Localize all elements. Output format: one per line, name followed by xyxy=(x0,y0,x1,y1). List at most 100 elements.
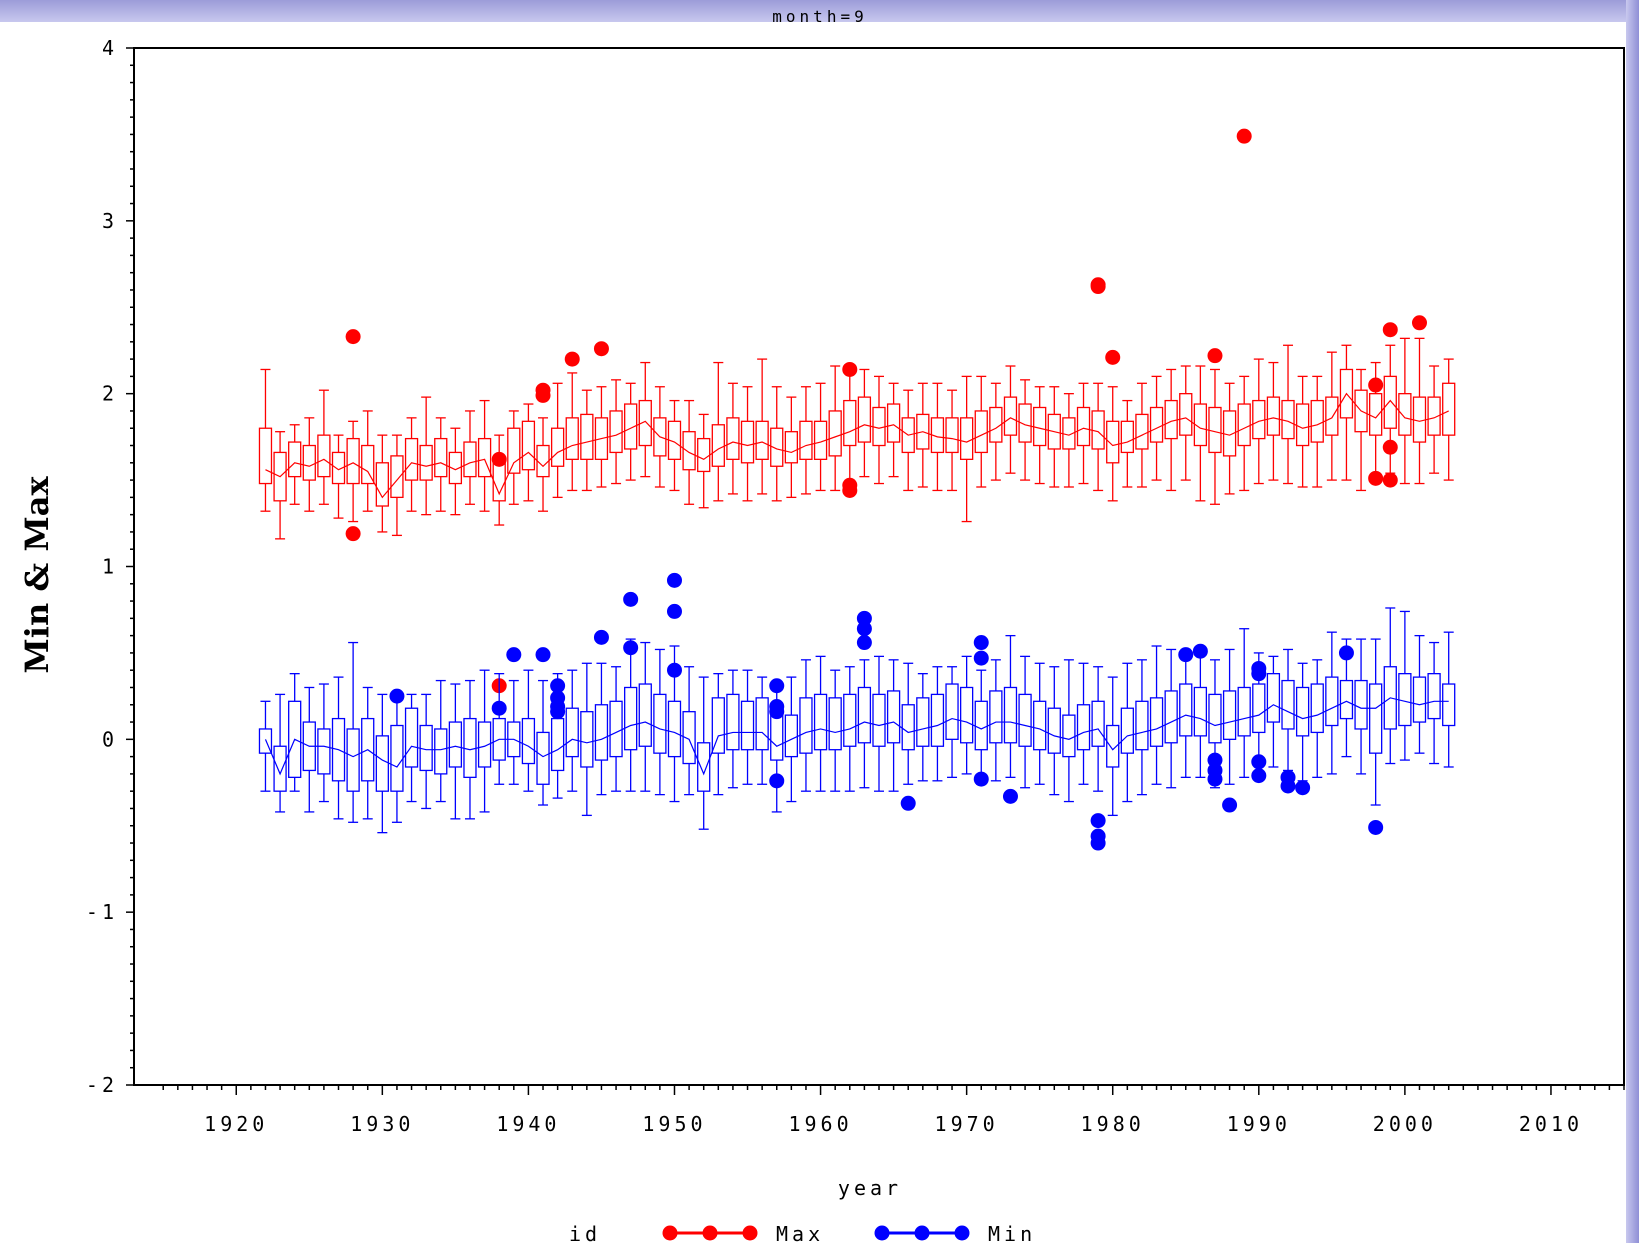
outlier-point xyxy=(1368,377,1384,393)
box xyxy=(1091,410,1105,450)
outlier-point xyxy=(345,526,361,542)
box xyxy=(1442,683,1456,727)
outlier-point xyxy=(491,451,507,467)
box xyxy=(565,417,579,460)
box xyxy=(1062,714,1076,758)
box xyxy=(1354,679,1368,730)
box xyxy=(667,700,682,758)
box xyxy=(594,704,609,761)
box xyxy=(1179,683,1193,737)
box xyxy=(273,745,287,792)
plot-frame xyxy=(133,47,1625,1086)
outlier-point xyxy=(1178,647,1194,663)
y-tick-label: 2 xyxy=(102,382,118,406)
box xyxy=(1164,690,1178,744)
box xyxy=(1281,399,1295,440)
outlier-point xyxy=(842,482,858,498)
series-min xyxy=(258,572,1456,851)
box xyxy=(959,686,974,744)
box xyxy=(404,437,419,481)
box xyxy=(1295,403,1310,447)
box xyxy=(1398,673,1412,727)
box xyxy=(784,714,799,758)
box xyxy=(1003,686,1018,744)
outlier-point xyxy=(1295,780,1311,796)
box xyxy=(1310,683,1324,734)
legend-marker xyxy=(914,1225,930,1241)
chart-subtitle: month=9 xyxy=(772,7,867,26)
outlier-point xyxy=(666,662,682,678)
box xyxy=(682,711,696,765)
box xyxy=(959,417,974,460)
box xyxy=(1383,666,1397,730)
box xyxy=(624,686,638,751)
box xyxy=(1149,697,1164,747)
outlier-point xyxy=(1105,349,1121,365)
box xyxy=(697,742,711,792)
box xyxy=(886,403,901,443)
y-tick-label: -1 xyxy=(86,900,118,924)
box xyxy=(1120,420,1134,454)
outlier-point xyxy=(345,329,361,345)
x-tick-label: 1930 xyxy=(350,1112,414,1136)
legend-label: Max xyxy=(776,1222,824,1243)
box xyxy=(711,697,725,754)
box xyxy=(1091,700,1105,747)
box xyxy=(1442,382,1456,436)
outlier-point xyxy=(769,678,785,694)
outlier-point xyxy=(769,773,785,789)
box xyxy=(302,444,316,481)
box xyxy=(550,427,565,467)
box xyxy=(609,410,623,454)
box xyxy=(1412,396,1427,443)
box xyxy=(813,693,828,751)
outlier-point xyxy=(1338,645,1354,661)
outlier-point xyxy=(491,700,507,716)
box xyxy=(288,700,302,779)
box xyxy=(901,704,915,751)
box xyxy=(872,406,886,447)
box xyxy=(1222,690,1237,740)
box xyxy=(477,721,492,768)
box xyxy=(799,697,813,754)
box xyxy=(521,420,536,471)
box xyxy=(448,721,463,768)
box xyxy=(653,417,667,457)
box xyxy=(1164,399,1178,440)
box xyxy=(1193,686,1208,737)
outlier-point xyxy=(1090,277,1106,293)
box xyxy=(989,406,1003,443)
median-line xyxy=(265,392,1449,499)
box xyxy=(477,437,492,478)
box xyxy=(740,420,755,464)
box xyxy=(726,693,740,751)
legend: id Max Min xyxy=(569,1222,1036,1243)
box xyxy=(419,444,433,481)
box xyxy=(1237,403,1251,447)
x-tick-label: 1970 xyxy=(935,1112,999,1136)
box xyxy=(1412,676,1427,723)
box xyxy=(1106,724,1120,768)
box xyxy=(1354,389,1368,433)
box xyxy=(916,413,930,450)
box xyxy=(726,417,740,460)
outlier-point xyxy=(842,361,858,377)
box xyxy=(1047,413,1061,450)
outlier-point xyxy=(769,704,785,720)
x-axis-title: year xyxy=(838,1176,902,1200)
legend-label: Min xyxy=(988,1222,1036,1243)
box xyxy=(1325,396,1339,436)
box xyxy=(989,690,1003,744)
outlier-point xyxy=(535,387,551,403)
legend-marker xyxy=(742,1225,758,1241)
box xyxy=(1047,707,1061,754)
box xyxy=(434,728,448,775)
outlier-point xyxy=(550,704,566,720)
outlier-point xyxy=(1090,813,1106,829)
box xyxy=(653,693,667,754)
box xyxy=(1003,396,1018,436)
plot-area: -2 -1 0 1 2 3 4 1920 1930 1940 1950 1960 1970 1980 199… xyxy=(86,36,1625,1136)
outlier-point xyxy=(856,635,872,651)
box xyxy=(930,693,945,747)
box xyxy=(1339,679,1354,720)
